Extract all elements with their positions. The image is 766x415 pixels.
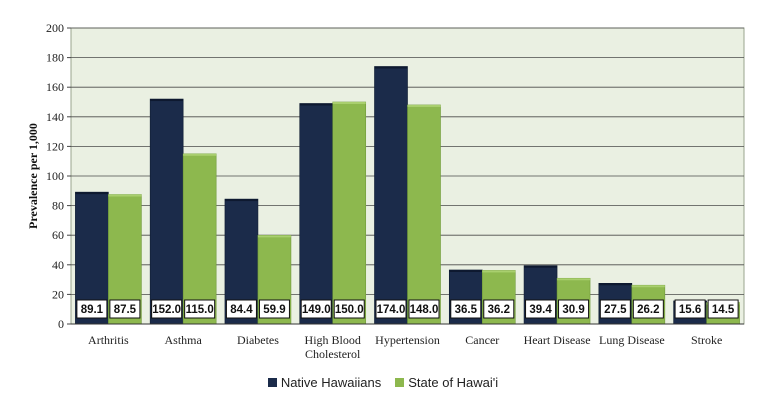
x-tick-label: Cancer: [465, 333, 499, 347]
y-tick-label: 200: [46, 21, 64, 35]
x-tick-label-line: Heart Disease: [524, 333, 591, 347]
x-tick-label-line: Cancer: [465, 333, 499, 347]
data-label-box: [258, 299, 290, 319]
y-tick-label: 140: [46, 110, 64, 124]
legend: Native Hawaiians State of Hawai'i: [0, 375, 766, 390]
y-tick-label: 180: [46, 51, 64, 65]
data-label-box: [225, 299, 257, 319]
bar-top: [150, 99, 184, 102]
x-tick-label: Lung Disease: [599, 333, 665, 347]
data-label: 115.0: [186, 304, 214, 316]
data-label: 59.9: [263, 304, 285, 316]
data-label-box: [599, 299, 631, 319]
bar-top: [257, 235, 291, 238]
data-label: 87.5: [114, 304, 137, 316]
y-axis-title: Prevalence per 1,000: [26, 123, 40, 229]
data-label: 84.4: [230, 304, 253, 316]
data-label-box: [525, 299, 557, 319]
data-label-box: [450, 299, 482, 319]
bar-top: [332, 102, 366, 104]
bar-chart: 0 20 40 60 80 100 120 140 160 180 200 Prevalence pe…: [26, 21, 745, 361]
legend-item-native-hawaiians: Native Hawaiians: [267, 375, 382, 390]
data-label: 152.0: [152, 304, 181, 316]
x-tick-label: Diabetes: [237, 333, 279, 347]
data-label-box: [674, 299, 706, 319]
bar-top: [598, 283, 632, 286]
data-label: 150.0: [335, 304, 364, 316]
legend-item-state-of-hawaii: State of Hawai'i: [395, 375, 498, 390]
data-label: 148.0: [410, 304, 439, 316]
data-label: 89.1: [81, 304, 104, 316]
data-label-box: [300, 299, 332, 319]
bar-top: [631, 285, 665, 288]
bar-top: [524, 265, 558, 268]
data-label-box: [375, 299, 407, 319]
bar-top: [482, 270, 516, 273]
y-tick-label: 120: [46, 139, 64, 153]
data-label: 174.0: [377, 304, 406, 316]
bar-top: [449, 269, 483, 272]
x-tick-label-line: Lung Disease: [599, 333, 665, 347]
bar-top: [183, 153, 217, 156]
data-label-box: [151, 299, 183, 319]
bar-top: [224, 199, 258, 202]
data-label-box: [184, 299, 216, 319]
data-label-box: [333, 299, 365, 319]
x-tick-label-line: Diabetes: [237, 333, 279, 347]
x-tick-label: Stroke: [691, 333, 722, 347]
bar-top: [407, 104, 441, 107]
x-tick-label: Heart Disease: [524, 333, 591, 347]
legend-swatch-state-of-hawaii: [395, 378, 405, 387]
bar-top: [75, 192, 109, 195]
y-tick-label: 160: [46, 80, 64, 94]
x-tick-label-line: Hypertension: [375, 333, 440, 347]
data-label: 15.6: [679, 304, 701, 316]
x-tick-label-line: Stroke: [691, 333, 722, 347]
data-label-box: [408, 299, 440, 319]
data-label: 14.5: [712, 304, 735, 316]
bar-top: [108, 194, 142, 197]
data-label-box: [632, 299, 664, 319]
bar: [332, 101, 367, 325]
x-tick-label-line: Arthritis: [88, 333, 129, 347]
bar: [299, 103, 334, 325]
x-tick-label: High Blood Cholesterol: [305, 333, 361, 361]
bar: [149, 98, 184, 325]
bar-top: [299, 103, 333, 106]
y-tick-label: 20: [52, 287, 64, 301]
bar: [374, 66, 408, 325]
data-label: 36.5: [455, 304, 478, 316]
x-tick-label: Arthritis: [88, 333, 129, 347]
legend-label-state-of-hawaii: State of Hawai'i: [408, 375, 499, 390]
bar-top: [557, 278, 591, 281]
bar: [182, 153, 217, 325]
data-label: 39.4: [529, 304, 552, 316]
y-tick-label: 80: [52, 199, 64, 213]
y-tick-label: 60: [52, 228, 64, 242]
bar: [407, 104, 441, 325]
data-label: 149.0: [302, 304, 331, 316]
y-tick-label: 0: [58, 317, 64, 331]
data-label-box: [707, 299, 739, 319]
x-tick-label: Hypertension: [375, 333, 440, 347]
x-tick-label: Asthma: [164, 333, 202, 347]
data-label: 26.2: [637, 304, 659, 316]
x-tick-label-line: High Blood: [305, 333, 361, 347]
data-label-box: [558, 299, 590, 319]
x-tick-label-line: Asthma: [164, 333, 202, 347]
data-label-box: [76, 299, 108, 319]
y-tick-label: 40: [52, 258, 64, 272]
data-label: 27.5: [604, 304, 627, 316]
data-label: 30.9: [562, 304, 584, 316]
data-label-box: [109, 299, 141, 319]
data-label-box: [483, 299, 515, 319]
data-label: 36.2: [488, 304, 510, 316]
legend-label-native-hawaiians: Native Hawaiians: [280, 375, 382, 390]
y-tick-label: 100: [46, 169, 64, 183]
legend-swatch-native-hawaiians: [267, 378, 277, 387]
x-tick-label-line: Cholesterol: [305, 347, 361, 361]
bar-top: [374, 66, 408, 69]
